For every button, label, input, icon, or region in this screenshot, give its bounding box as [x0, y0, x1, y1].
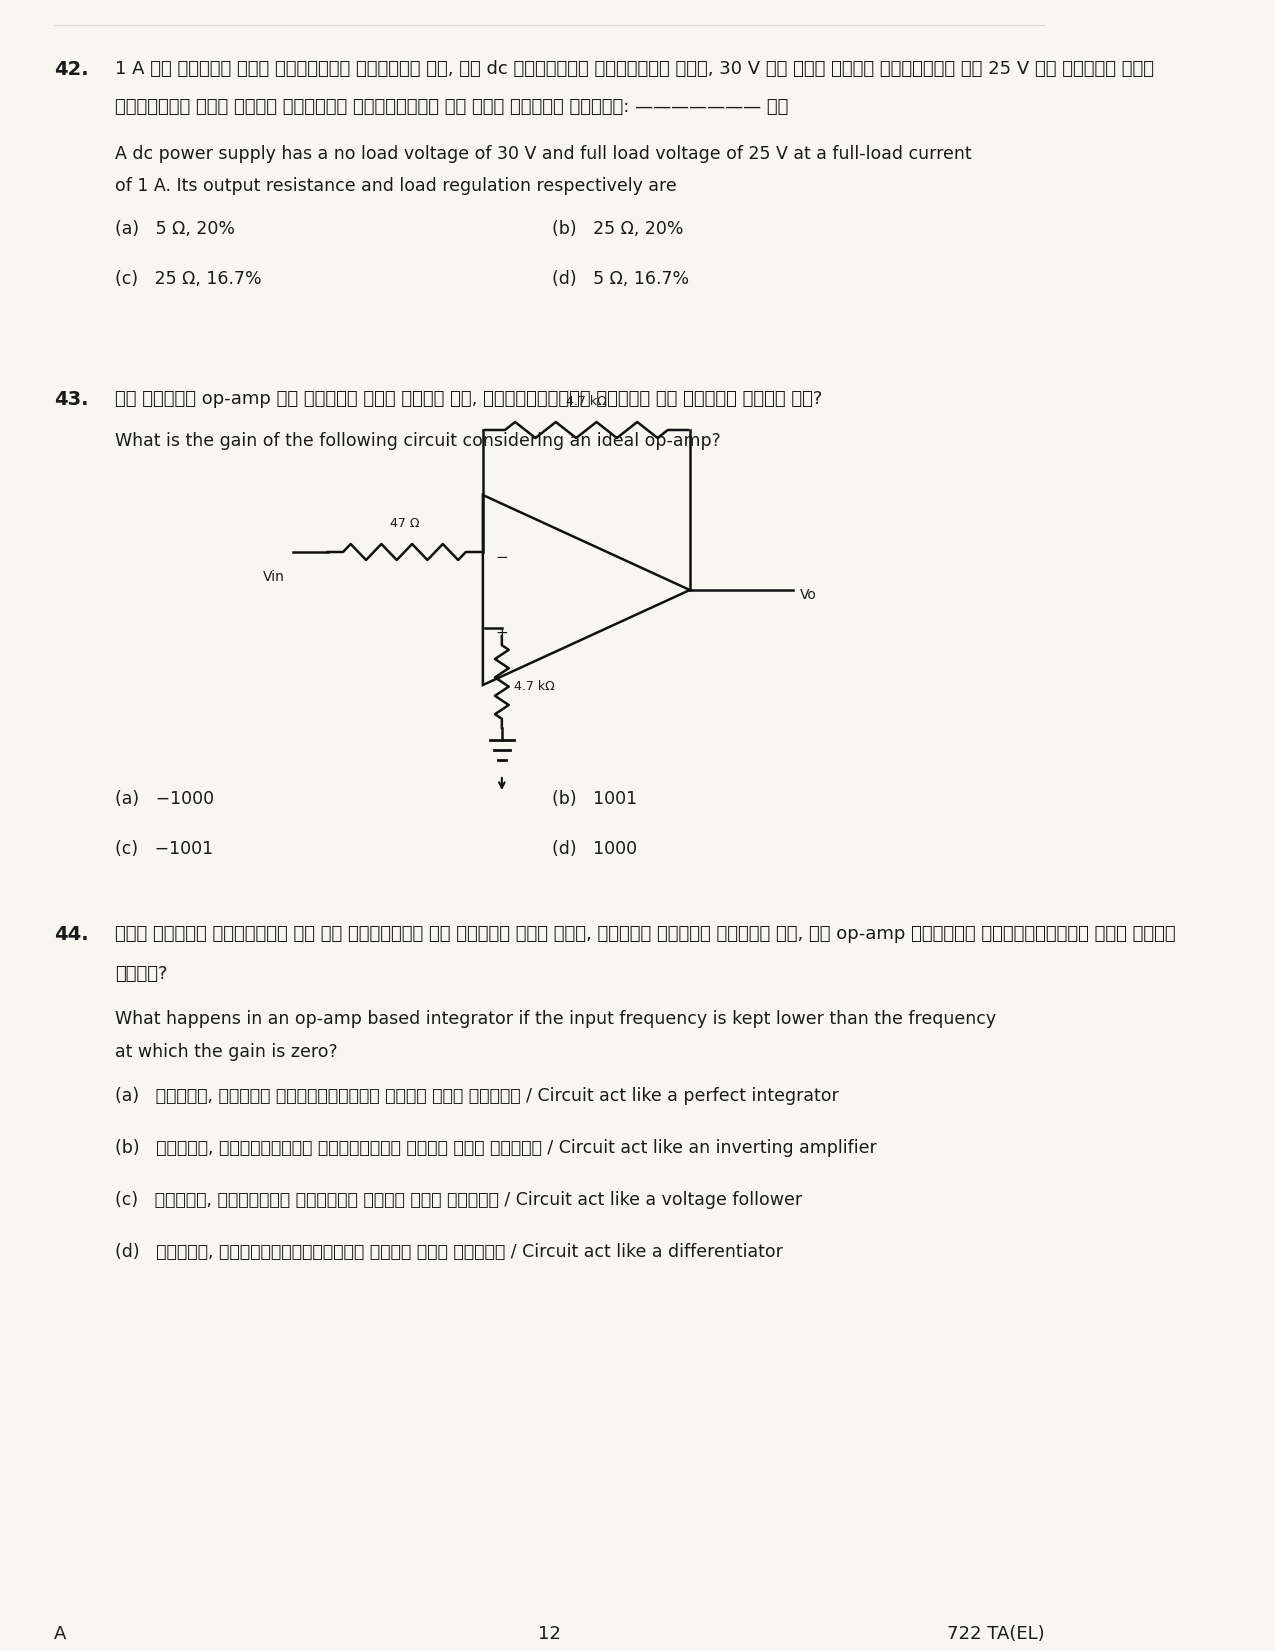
- Text: (d)   1000: (d) 1000: [552, 840, 638, 859]
- Text: (b)   1001: (b) 1001: [552, 789, 638, 807]
- Text: (a)   −1000: (a) −1000: [115, 789, 214, 807]
- Text: Vin: Vin: [263, 570, 284, 584]
- Text: 44.: 44.: [55, 925, 89, 944]
- Text: एक आदर्श op-amp को ध्यान में रखने पर, निम्नलिखित परिपथ की लब्धि क्या है?: एक आदर्श op-amp को ध्यान में रखने पर, नि…: [115, 390, 822, 408]
- Text: (b)   25 Ω, 20%: (b) 25 Ω, 20%: [552, 220, 683, 238]
- Text: 47 Ω: 47 Ω: [390, 517, 419, 530]
- Text: (c)   25 Ω, 16.7%: (c) 25 Ω, 16.7%: [115, 271, 261, 287]
- Text: होगा?: होगा?: [115, 964, 167, 982]
- Text: 42.: 42.: [55, 59, 89, 79]
- Text: 722 TA(EL): 722 TA(EL): [947, 1625, 1046, 1643]
- Text: (a)   परिपथ, पक्का इंटेग्रेटर जैसे काम करेगा / Circuit act like a perfect integr: (a) परिपथ, पक्का इंटेग्रेटर जैसे काम करे…: [115, 1086, 839, 1105]
- Text: 43.: 43.: [55, 390, 89, 409]
- Text: (b)   परिपथ, इनवर्टिंग प्रवर्धक जैसे काम करेगा / Circuit act like an inverting a: (b) परिपथ, इनवर्टिंग प्रवर्धक जैसे काम क…: [115, 1139, 876, 1157]
- Text: (c)   −1001: (c) −1001: [115, 840, 213, 859]
- Text: (c)   परिपथ, वोल्टेज फालोवर जैसे काम करेगा / Circuit act like a voltage follower: (c) परिपथ, वोल्टेज फालोवर जैसे काम करेगा…: [115, 1190, 802, 1209]
- Text: A: A: [55, 1625, 66, 1643]
- Text: 1 A के पूर्ण लोड विद्युत प्रवाह पर, एक dc विद्युत आपूर्ति में, 30 V का लोड रहित : 1 A के पूर्ण लोड विद्युत प्रवाह पर, एक d…: [115, 59, 1154, 78]
- Text: What is the gain of the following circuit considering an ideal op-amp?: What is the gain of the following circui…: [115, 433, 720, 451]
- Text: at which the gain is zero?: at which the gain is zero?: [115, 1043, 338, 1062]
- Text: 12: 12: [538, 1625, 561, 1643]
- Text: Vo: Vo: [801, 588, 817, 603]
- Text: of 1 A. Its output resistance and load regulation respectively are: of 1 A. Its output resistance and load r…: [115, 177, 677, 195]
- Text: वोल्टेज है। उसका आउटपुट प्रतिरोध और लोड नियतन क्रमश: ——————— है: वोल्टेज है। उसका आउटपुट प्रतिरोध और लोड …: [115, 97, 788, 116]
- Text: (a)   5 Ω, 20%: (a) 5 Ω, 20%: [115, 220, 235, 238]
- Text: A dc power supply has a no load voltage of 30 V and full load voltage of 25 V at: A dc power supply has a no load voltage …: [115, 145, 972, 163]
- Text: (d)   परिपथ, डिफ़्रेंशियेटर जैसे काम करेगा / Circuit act like a differentiator: (d) परिपथ, डिफ़्रेंशियेटर जैसे काम करेगा…: [115, 1243, 783, 1261]
- Text: (d)   5 Ω, 16.7%: (d) 5 Ω, 16.7%: [552, 271, 689, 287]
- Text: 4.7 kΩ: 4.7 kΩ: [566, 395, 607, 408]
- Text: +: +: [495, 626, 507, 641]
- Text: −: −: [495, 550, 507, 565]
- Text: 4.7 kΩ: 4.7 kΩ: [514, 680, 555, 693]
- Text: What happens in an op-amp based integrator if the input frequency is kept lower : What happens in an op-amp based integrat…: [115, 1010, 996, 1029]
- Text: यदि इनपुट आवृत्ति को उस आवृत्ति से निम्न रखा जाए, जिसपर लब्धि शून्य हो, तो op-am: यदि इनपुट आवृत्ति को उस आवृत्ति से निम्न…: [115, 925, 1176, 943]
